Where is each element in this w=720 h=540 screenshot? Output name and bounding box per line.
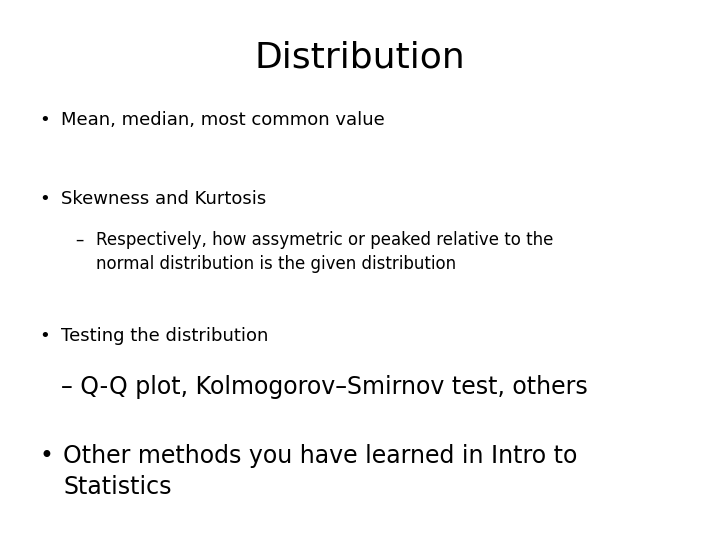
Text: •: • [40,190,50,208]
Text: •: • [40,327,50,345]
Text: •: • [40,111,50,129]
Text: Distribution: Distribution [255,40,465,75]
Text: –: – [76,231,84,249]
Text: Other methods you have learned in Intro to
Statistics: Other methods you have learned in Intro … [63,444,577,498]
Text: Mean, median, most common value: Mean, median, most common value [61,111,385,129]
Text: Testing the distribution: Testing the distribution [61,327,269,345]
Text: •: • [40,444,53,468]
Text: – Q-Q plot, Kolmogorov–Smirnov test, others: – Q-Q plot, Kolmogorov–Smirnov test, oth… [61,375,588,399]
Text: Skewness and Kurtosis: Skewness and Kurtosis [61,190,266,208]
Text: Respectively, how assymetric or peaked relative to the
normal distribution is th: Respectively, how assymetric or peaked r… [96,231,553,273]
